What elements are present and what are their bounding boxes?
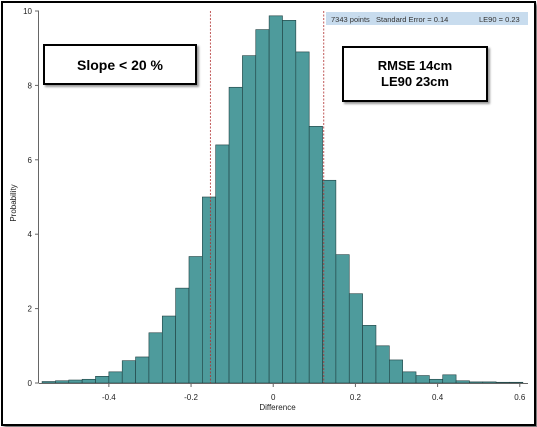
x-tick-label: 0.2 bbox=[350, 393, 362, 402]
histogram-bar bbox=[81, 378, 96, 384]
y-axis-label: Probability bbox=[9, 184, 18, 221]
x-tick-label: 0.6 bbox=[514, 393, 526, 402]
histogram-bar bbox=[175, 287, 190, 384]
histogram-bar bbox=[402, 371, 417, 384]
y-axis-ticks: 0 2 4 6 8 10 bbox=[23, 7, 39, 388]
histogram-bar bbox=[335, 254, 350, 384]
histogram-bar bbox=[41, 381, 56, 384]
histogram-bar bbox=[295, 51, 310, 384]
x-tick-label: -0.4 bbox=[102, 393, 116, 402]
histogram-bar bbox=[469, 381, 484, 384]
histogram-bar bbox=[242, 55, 257, 384]
histogram-bar bbox=[108, 371, 123, 384]
histogram-bar bbox=[442, 374, 457, 384]
le90-annotation-text: LE90 23cm bbox=[381, 74, 449, 89]
histogram-bar bbox=[202, 196, 216, 384]
histogram-bar bbox=[148, 332, 163, 384]
histogram-bar bbox=[482, 381, 497, 384]
reference-lines bbox=[209, 11, 325, 383]
histogram-bar bbox=[228, 86, 243, 384]
histogram-bar bbox=[95, 376, 110, 384]
histogram-bar bbox=[415, 375, 430, 384]
histogram-bar bbox=[375, 345, 390, 384]
x-tick-label: -0.2 bbox=[184, 393, 198, 402]
histogram-bar bbox=[455, 380, 470, 384]
histogram-bars bbox=[41, 15, 524, 384]
histogram-bar bbox=[68, 379, 83, 384]
y-tick-label: 4 bbox=[28, 230, 33, 239]
accuracy-annotation: RMSE 14cm LE90 23cm bbox=[342, 46, 488, 102]
histogram-bar bbox=[389, 359, 403, 384]
y-tick-label: 0 bbox=[28, 379, 33, 388]
rmse-annotation-text: RMSE 14cm bbox=[377, 58, 453, 73]
histogram-chart: -0.4 -0.2 0 0.2 0.4 0.6 0 2 4 6 8 10 Difference Pr… bbox=[9, 7, 528, 412]
y-tick-label: 8 bbox=[28, 81, 33, 90]
axes bbox=[38, 11, 528, 384]
histogram-bar bbox=[268, 15, 283, 384]
x-tick-label: 0.4 bbox=[432, 393, 444, 402]
histogram-bar bbox=[322, 179, 337, 384]
histogram-bar bbox=[362, 325, 377, 384]
y-tick-label: 6 bbox=[28, 156, 33, 165]
histogram-bar bbox=[161, 315, 176, 384]
info-le90: LE90 = 0.23 bbox=[479, 15, 520, 24]
histogram-bar bbox=[495, 381, 510, 384]
histogram-bar bbox=[308, 126, 323, 384]
info-standard-error: Standard Error = 0.14 bbox=[376, 15, 448, 24]
info-bar: 7343 points Standard Error = 0.14 LE90 =… bbox=[326, 12, 528, 25]
info-points: 7343 points bbox=[331, 15, 370, 24]
histogram-bar bbox=[215, 144, 230, 384]
x-axis-ticks: -0.4 -0.2 0 0.2 0.4 0.6 bbox=[102, 383, 526, 402]
histogram-bar bbox=[255, 29, 270, 384]
x-tick-label: 0 bbox=[271, 393, 276, 402]
y-tick-label: 2 bbox=[28, 305, 33, 314]
histogram-bar bbox=[509, 381, 524, 384]
histogram-bar bbox=[121, 360, 136, 384]
histogram-bar bbox=[429, 378, 444, 384]
y-tick-label: 10 bbox=[23, 7, 32, 16]
histogram-bar bbox=[55, 380, 70, 384]
histogram-bar bbox=[348, 293, 363, 384]
slope-annotation: Slope < 20 % bbox=[43, 44, 197, 85]
info-bar-background bbox=[326, 12, 528, 25]
x-axis-label: Difference bbox=[259, 403, 296, 412]
histogram-bar bbox=[188, 256, 203, 384]
histogram-bar bbox=[135, 356, 150, 384]
slope-annotation-text: Slope < 20 % bbox=[77, 56, 163, 73]
histogram-bar bbox=[282, 19, 297, 384]
